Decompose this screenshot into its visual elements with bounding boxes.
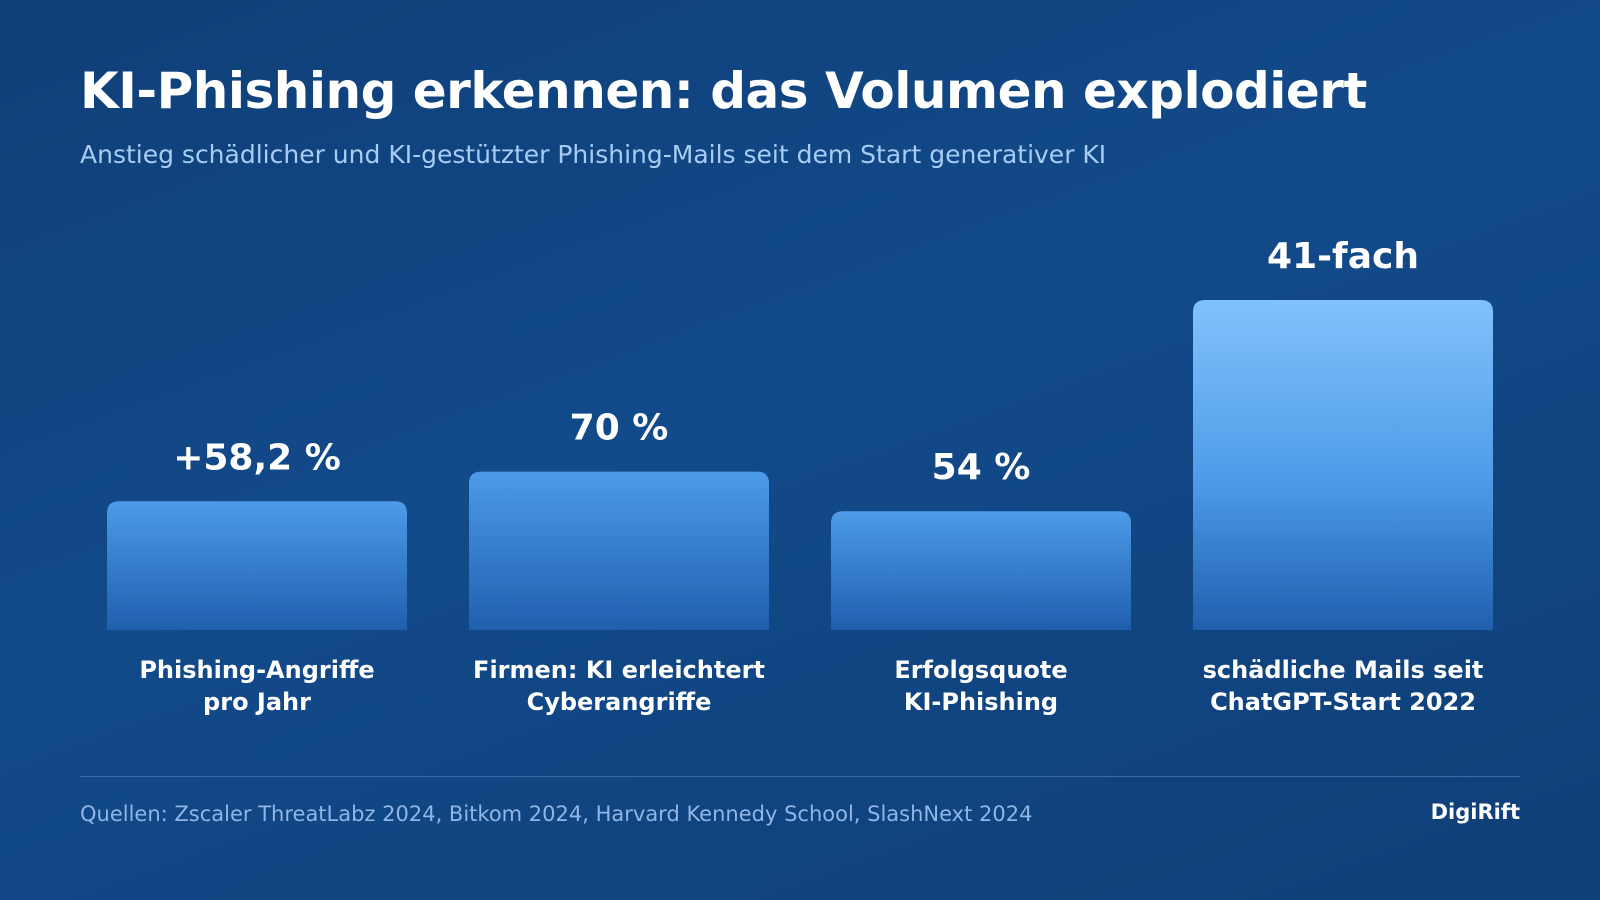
bar-2 [469,471,769,630]
category-label-3-line-2: KI-Phishing [904,688,1058,716]
footer-divider [80,776,1520,777]
bar-3 [831,511,1131,630]
source-note: Quellen: Zscaler ThreatLabz 2024, Bitkom… [80,802,1033,826]
data-label-4: 41-fach [1267,236,1419,277]
data-label-2: 70 % [570,408,669,449]
category-label-1-line-2: pro Jahr [203,688,311,716]
bar-4 [1193,300,1493,630]
bar-1 [107,501,407,630]
category-label-2-line-1: Firmen: KI erleichtert [473,656,765,684]
category-label-3-line-1: Erfolgsquote [894,656,1067,684]
data-label-3: 54 % [932,447,1031,488]
page-subtitle: Anstieg schädlicher und KI-gestützter Ph… [80,140,1107,169]
category-label-4-line-1: schädliche Mails seit [1203,656,1484,684]
category-label-4-line-2: ChatGPT-Start 2022 [1210,688,1476,716]
data-label-1: +58,2 % [173,437,341,478]
brand-logo: DigiRift [1430,800,1520,824]
page-title: KI-Phishing erkennen: das Volumen explod… [80,62,1367,120]
category-label-1-line-1: Phishing-Angriffe [139,656,374,684]
category-label-2-line-2: Cyberangriffe [527,688,712,716]
